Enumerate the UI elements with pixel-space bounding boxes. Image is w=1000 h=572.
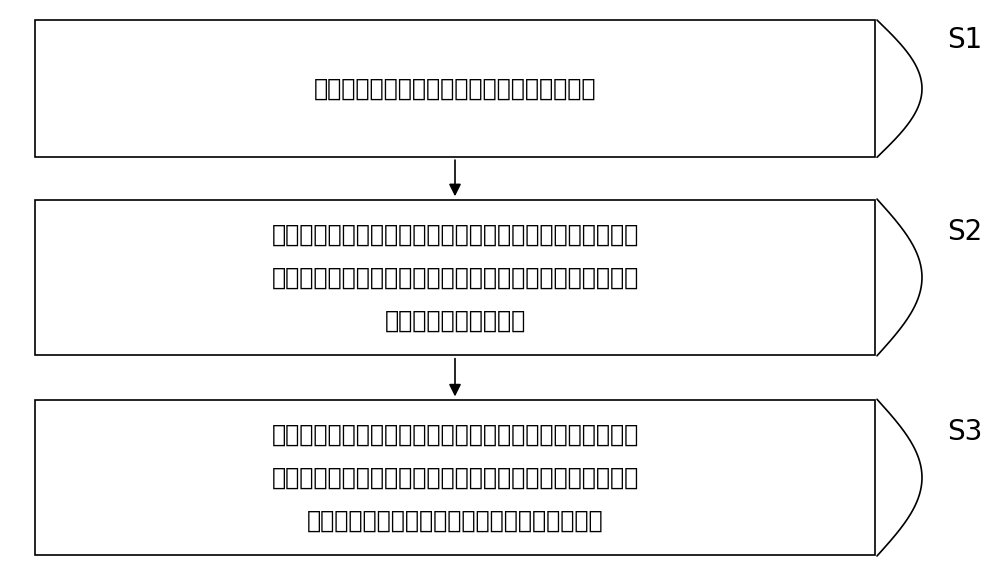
Text: S3: S3 — [947, 418, 983, 446]
Text: 待研究时刻处特高压直流联络线消纳计划值的上限值和下限: 待研究时刻处特高压直流联络线消纳计划值的上限值和下限 — [271, 466, 639, 490]
Text: 开机方式计算出各个待研究时刻处特高压直流联络线消纳计: 开机方式计算出各个待研究时刻处特高压直流联络线消纳计 — [271, 265, 639, 289]
Text: S2: S2 — [947, 218, 983, 245]
Text: 基于构建的短期动态负荷平衡模型以及电网本地机组的计划: 基于构建的短期动态负荷平衡模型以及电网本地机组的计划 — [271, 223, 639, 247]
Text: 基于电网负荷平衡构建短期动态负荷平衡模型: 基于电网负荷平衡构建短期动态负荷平衡模型 — [314, 77, 596, 101]
Text: S1: S1 — [947, 26, 983, 54]
Text: 基于预存的特高压直流联络线计划曲线的分段方式以及各个: 基于预存的特高压直流联络线计划曲线的分段方式以及各个 — [271, 423, 639, 447]
FancyBboxPatch shape — [35, 200, 875, 355]
FancyBboxPatch shape — [35, 400, 875, 555]
Text: 划值的上限值和下限值: 划值的上限值和下限值 — [384, 308, 526, 332]
Text: 值得到特高压直流联络线消纳计划值的分段曲线: 值得到特高压直流联络线消纳计划值的分段曲线 — [307, 509, 603, 533]
FancyBboxPatch shape — [35, 20, 875, 157]
